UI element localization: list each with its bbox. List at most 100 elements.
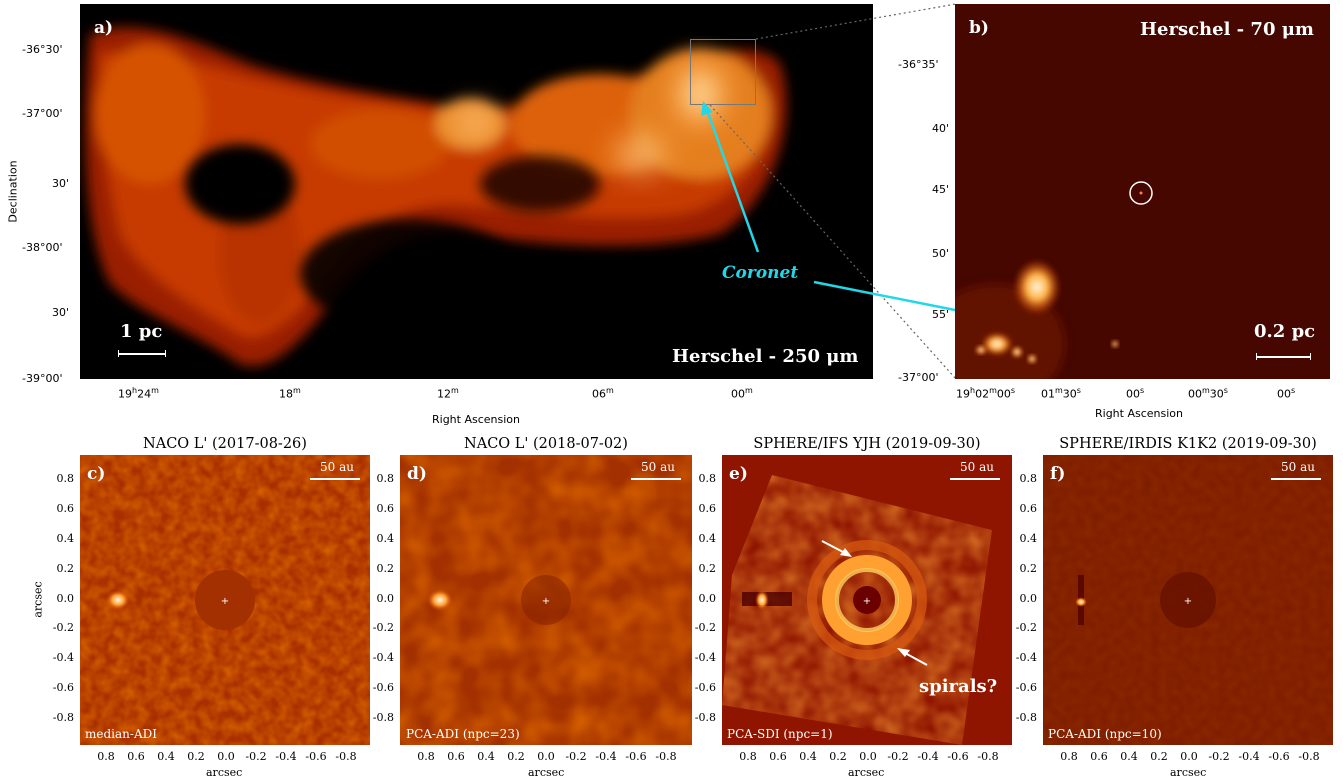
bottom-ytick: 0.0	[1019, 591, 1038, 605]
panel-d-image: +	[400, 455, 692, 745]
bottom-ytick: -0.8	[372, 711, 394, 724]
bottom-ytick: -0.8	[52, 711, 74, 724]
panel-e-image: +	[722, 455, 1012, 745]
panel-a-ytick: -36°30'	[22, 43, 63, 56]
bottom-xtick: 0.0	[1180, 750, 1198, 763]
svg-text:+: +	[221, 596, 229, 607]
scalebar-tick	[1256, 353, 1257, 360]
panel-c-label: c)	[87, 464, 106, 484]
panel-a-ytick: 30'	[52, 177, 70, 190]
panel-a-ytick: -37°00'	[22, 107, 63, 120]
panel-a-image	[80, 4, 873, 379]
bottom-ytick: 0.4	[376, 531, 395, 545]
bottom-ytick: -0.4	[694, 651, 716, 665]
bottom-ytick: 0.2	[376, 561, 395, 575]
bottom-xtick: 0.4	[477, 750, 495, 763]
bottom-xtick: -0.8	[977, 750, 999, 763]
panel-c-xlabel: arcsec	[206, 766, 243, 779]
panel-e-au-bar	[950, 478, 1000, 480]
panel-c-au-label: 50 au	[320, 460, 354, 474]
bottom-xtick: -0.6	[625, 750, 647, 763]
panel-b-xlabel: Right Ascension	[1095, 407, 1183, 420]
panel-e-au-label: 50 au	[960, 460, 994, 474]
panel-a-ylabel: Declination	[6, 160, 20, 223]
panel-d-method: PCA-ADI (npc=23)	[406, 727, 520, 741]
svg-text:+: +	[863, 596, 871, 607]
bottom-ytick: 0.2	[1019, 561, 1038, 575]
bottom-xtick: -0.6	[947, 750, 969, 763]
panel-c-title: NACO L' (2017-08-26)	[143, 436, 307, 452]
bottom-ytick: -0.4	[52, 651, 74, 665]
bottom-ytick: -0.6	[372, 681, 394, 695]
panel-a-scale-label: 1 pc	[120, 321, 163, 342]
panel-f-au-label: 50 au	[1281, 460, 1315, 474]
panel-b-xtick: 00s	[1277, 386, 1296, 401]
bottom-xtick: -0.2	[245, 750, 267, 763]
panel-a-xlabel: Right Ascension	[432, 413, 520, 426]
panel-c-method: median-ADI	[85, 727, 157, 741]
panel-c-au-bar	[310, 478, 360, 480]
panel-a-xtick: 19h24m	[118, 386, 159, 401]
herschel-250-caption: Herschel - 250 μm	[672, 346, 859, 367]
bottom-xtick: 0.2	[829, 750, 847, 763]
bottom-ytick: -0.6	[1015, 681, 1037, 695]
bottom-xtick: 0.8	[1060, 750, 1078, 763]
bottom-ytick: -0.4	[1015, 651, 1037, 665]
bottom-xtick: -0.8	[335, 750, 357, 763]
bottom-ytick: 0.8	[698, 472, 717, 485]
bottom-xtick: -0.2	[565, 750, 587, 763]
bottom-ytick: -0.2	[372, 621, 394, 635]
panel-a-xtick: 00m	[731, 386, 753, 401]
panel-b-label: b)	[969, 18, 989, 38]
panel-a-label: a)	[94, 18, 114, 38]
bottom-xtick: 0.0	[217, 750, 235, 763]
panel-b-xtick: 00s	[1126, 386, 1145, 401]
bottom-xtick: 0.0	[537, 750, 555, 763]
bottom-xtick: -0.2	[887, 750, 909, 763]
bottom-xtick: -0.4	[595, 750, 617, 763]
bottom-ytick: 0.8	[1019, 472, 1038, 485]
panel-a-ytick: 30'	[52, 306, 70, 319]
bottom-xtick: -0.4	[1238, 750, 1260, 763]
panel-b-xtick: 00m30s	[1188, 386, 1228, 401]
sphere-ifs-map: +	[722, 455, 1012, 745]
panel-b-ytick: 40'	[932, 122, 950, 135]
bottom-xtick: 0.8	[417, 750, 435, 763]
bottom-ytick: 0.6	[56, 501, 75, 515]
panel-e-title: SPHERE/IFS YJH (2019-09-30)	[753, 436, 981, 452]
sphere-irdis-map: +	[1043, 455, 1333, 745]
panel-c-image: +	[80, 455, 370, 745]
bottom-ytick: 0.0	[698, 591, 717, 605]
svg-text:+: +	[1184, 596, 1192, 607]
panel-b-ytick: 45'	[932, 183, 950, 196]
bottom-ytick: 0.2	[56, 561, 75, 575]
bottom-xtick: 0.6	[447, 750, 465, 763]
bottom-xtick: 0.6	[127, 750, 145, 763]
panel-d-xlabel: arcsec	[528, 766, 565, 779]
panel-e-xlabel: arcsec	[848, 766, 885, 779]
bottom-xtick: 0.4	[799, 750, 817, 763]
panel-f-au-bar	[1271, 478, 1321, 480]
bottom-xtick: 0.2	[187, 750, 205, 763]
bottom-ytick: 0.6	[698, 501, 717, 515]
svg-text:+: +	[542, 596, 550, 607]
herschel-70-map	[955, 4, 1330, 379]
bottom-xtick: 0.0	[859, 750, 877, 763]
bottom-ytick: -0.2	[694, 621, 716, 635]
bottom-ytick: 0.2	[698, 561, 717, 575]
bottom-ytick: -0.8	[1015, 711, 1037, 724]
panel-a-ytick: -39°00'	[22, 372, 63, 385]
bottom-ytick: -0.6	[694, 681, 716, 695]
panel-d-au-bar	[631, 478, 681, 480]
spirals-annotation: spirals?	[919, 676, 998, 697]
bottom-ytick: 0.0	[376, 591, 395, 605]
bottom-ytick: 0.6	[1019, 501, 1038, 515]
bottom-ytick: 0.4	[56, 531, 75, 545]
bottom-xtick: -0.4	[275, 750, 297, 763]
panel-d-title: NACO L' (2018-07-02)	[464, 436, 628, 452]
bottom-xtick: -0.6	[305, 750, 327, 763]
bottom-ytick: 0.8	[376, 472, 395, 485]
bottom-ytick: -0.4	[372, 651, 394, 665]
bottom-ytick: 0.0	[56, 591, 75, 605]
panel-e-label: e)	[729, 464, 748, 484]
